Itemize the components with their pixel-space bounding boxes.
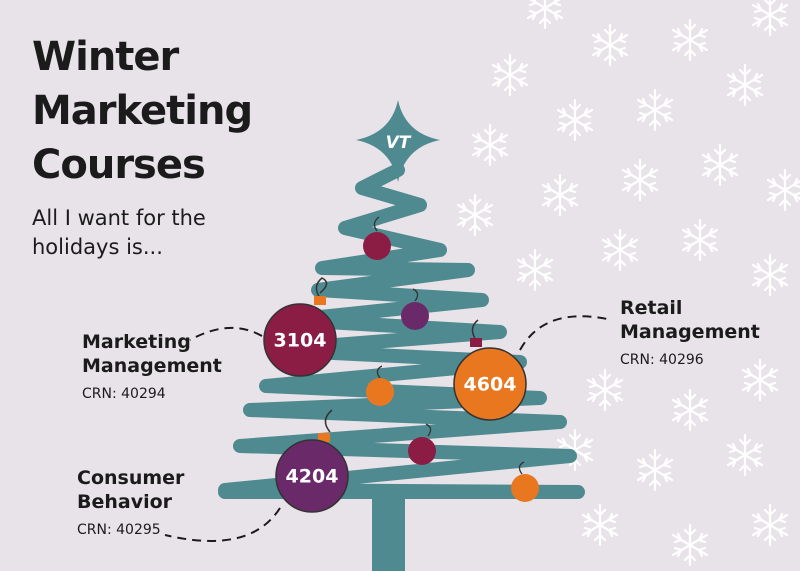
course-number: 4604	[464, 374, 517, 396]
course-crn: CRN: 40294	[82, 386, 166, 402]
small-balls	[363, 232, 539, 502]
course-label: Consumer Behavior CRN: 40295	[77, 466, 187, 538]
cap	[470, 338, 482, 347]
trunk	[372, 492, 405, 571]
course-name: Marketing Management	[82, 331, 222, 377]
course-number: 4204	[286, 466, 339, 488]
cap	[318, 433, 330, 442]
logo: VT	[386, 133, 412, 153]
subtitle: All I want for the holidays is...	[32, 206, 206, 259]
ornament	[275, 439, 349, 513]
course-label: Marketing Management CRN: 40294	[82, 330, 222, 402]
course-crn: CRN: 40295	[77, 522, 161, 538]
course-crn: CRN: 40296	[620, 352, 704, 368]
tree	[218, 163, 585, 499]
course-name: Retail Management	[620, 297, 760, 343]
snowflakes	[456, 0, 800, 567]
course-name: Consumer Behavior	[77, 467, 185, 513]
title: Winter Marketing Courses	[32, 34, 253, 188]
small-ornaments	[373, 216, 525, 475]
ornament	[453, 347, 527, 421]
course-number: 3104	[274, 330, 327, 352]
course-label: Retail Management CRN: 40296	[620, 296, 760, 368]
connectors	[164, 315, 613, 542]
cap	[314, 296, 326, 305]
ornament	[263, 303, 337, 377]
star	[356, 100, 440, 182]
